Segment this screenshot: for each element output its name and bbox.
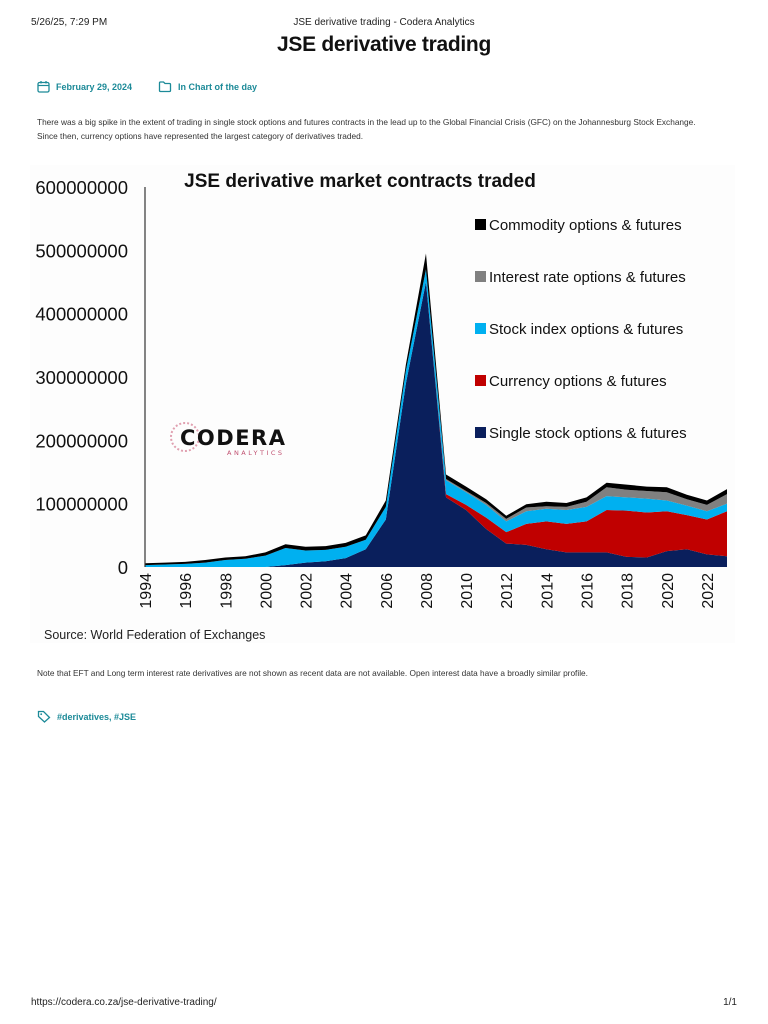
print-datetime: 5/26/25, 7:29 PM — [31, 17, 108, 28]
legend-swatch — [475, 323, 486, 334]
x-tick-label: 2010 — [459, 573, 476, 609]
folder-icon — [158, 81, 172, 93]
x-tick-label: 2006 — [379, 573, 396, 609]
legend-label: Currency options & futures — [489, 373, 667, 390]
intro-paragraph: There was a big spike in the extent of t… — [37, 117, 696, 141]
area-currency-options-futures — [145, 282, 727, 567]
x-tick-label: 1996 — [178, 573, 195, 609]
legend-swatch — [475, 219, 486, 230]
x-tick-label: 1994 — [138, 573, 155, 609]
legend-label: Interest rate options & futures — [489, 269, 686, 286]
y-tick-label: 500000000 — [35, 240, 128, 261]
x-tick-label: 2008 — [419, 573, 436, 609]
post-date: February 29, 2024 — [37, 80, 132, 93]
svg-text:ANALYTICS: ANALYTICS — [227, 449, 285, 457]
print-footer-url: https://codera.co.za/jse-derivative-trad… — [31, 997, 217, 1008]
x-tick-label: 2020 — [660, 573, 677, 609]
codera-logo: CODERA ANALYTICS — [170, 422, 286, 457]
y-tick-label: 400000000 — [35, 304, 128, 325]
y-tick-label: 200000000 — [35, 430, 128, 451]
chart: JSE derivative market contracts traded 0… — [30, 165, 735, 643]
chart-title: JSE derivative market contracts traded — [184, 171, 536, 192]
x-tick-label: 2014 — [539, 573, 556, 609]
tags-links[interactable]: #derivatives, #JSE — [57, 711, 137, 722]
x-tick-label: 2004 — [339, 573, 356, 609]
x-tick-label: 2002 — [299, 573, 316, 609]
x-tick-label: 2016 — [580, 573, 597, 609]
x-tick-label: 2022 — [700, 573, 717, 609]
chart-background — [30, 165, 735, 643]
x-tick-label: 2012 — [499, 573, 516, 609]
chart-source: Source: World Federation of Exchanges — [44, 628, 265, 642]
y-tick-label: 100000000 — [35, 494, 128, 515]
post-tags: #derivatives, #JSE — [37, 710, 136, 723]
print-page-title: JSE derivative trading - Codera Analytic… — [293, 17, 475, 28]
area-single-stock-options-futures — [145, 282, 727, 567]
svg-text:CODERA: CODERA — [180, 426, 286, 450]
y-tick-label: 600000000 — [35, 177, 128, 198]
tag-icon — [37, 710, 51, 723]
legend-label: Commodity options & futures — [489, 217, 682, 234]
x-tick-label: 2018 — [620, 573, 637, 609]
post-category-link[interactable]: In Chart of the day — [178, 81, 258, 92]
post-date-text[interactable]: February 29, 2024 — [56, 81, 133, 92]
y-tick-label: 300000000 — [35, 367, 128, 388]
legend-label: Stock index options & futures — [489, 321, 683, 338]
post-category: In Chart of the day — [158, 80, 257, 93]
y-tick-label: 0 — [118, 557, 128, 578]
logo-mark — [170, 422, 200, 452]
x-tick-label: 2000 — [258, 573, 275, 609]
legend-swatch — [475, 427, 486, 438]
x-tick-label: 1998 — [218, 573, 235, 609]
page-title: JSE derivative trading — [277, 33, 491, 56]
note-paragraph: Note that EFT and Long term interest rat… — [37, 668, 588, 678]
legend-swatch — [475, 271, 486, 282]
legend-swatch — [475, 375, 486, 386]
print-footer-page: 1/1 — [723, 997, 737, 1008]
calendar-icon — [37, 81, 50, 93]
legend-label: Single stock options & futures — [489, 425, 687, 442]
